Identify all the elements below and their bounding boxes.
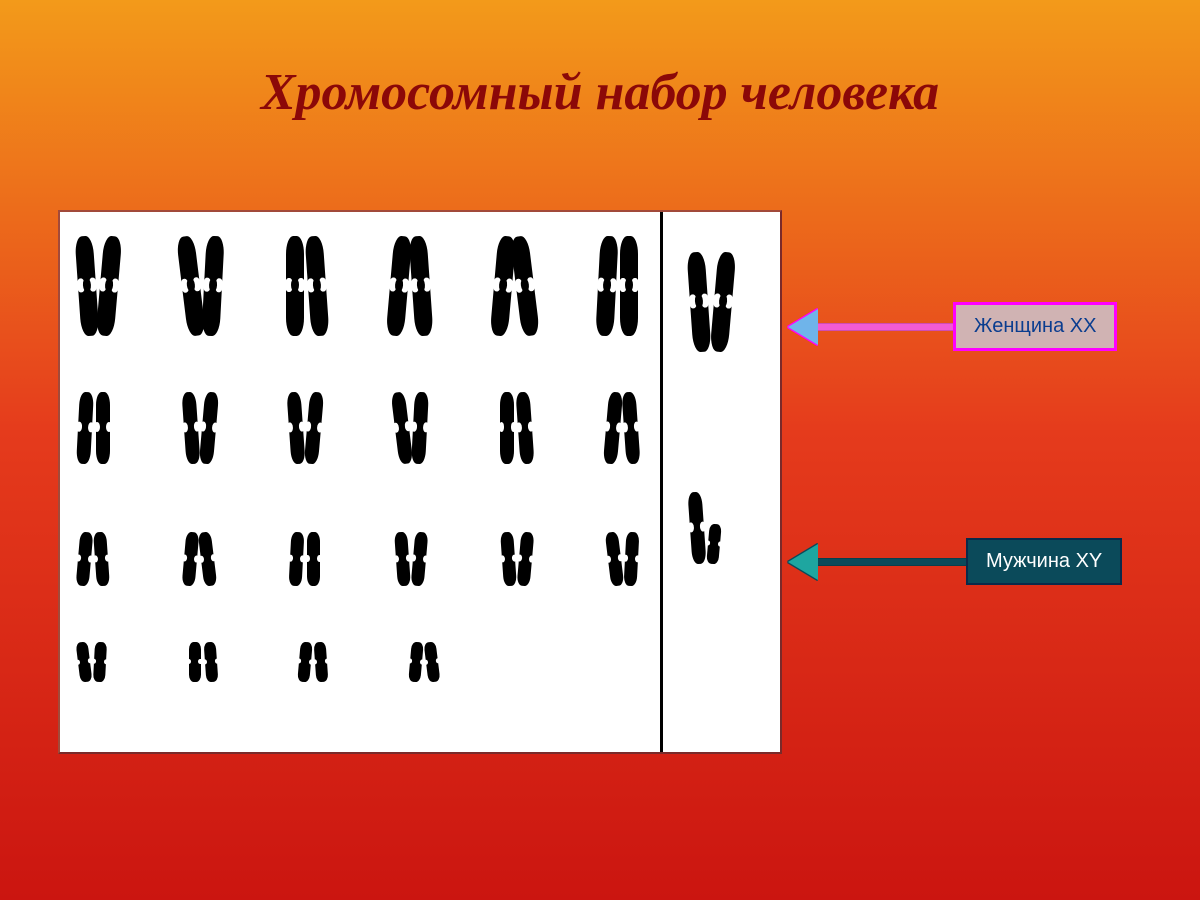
chromosome-icon	[624, 532, 640, 587]
chromosome-icon	[286, 236, 304, 336]
chromosome-pair	[502, 532, 532, 586]
chromosome-icon	[203, 642, 218, 683]
sex-chromosomes-xx	[690, 252, 732, 352]
chromosome-icon	[620, 236, 638, 336]
chromosome-pair	[182, 236, 222, 336]
chromosome-icon	[305, 235, 330, 336]
chromosome-pair	[286, 236, 326, 336]
chromosome-pair	[78, 392, 110, 464]
chromosome-icon	[181, 392, 200, 465]
callout-female: Женщина XX	[788, 302, 1117, 351]
chromosome-icon	[687, 251, 712, 352]
autosome-row	[78, 642, 438, 682]
sex-panel-divider	[660, 212, 663, 752]
chromosome-pair	[78, 532, 108, 586]
chromosome-icon	[424, 641, 441, 682]
chromosome-icon	[96, 392, 110, 464]
chromosome-icon	[198, 392, 218, 465]
sex-chromosomes-xy	[690, 492, 720, 564]
chromosome-icon	[390, 391, 413, 464]
arrow-head-icon	[788, 309, 818, 345]
chromosome-icon	[688, 492, 707, 565]
slide-title: Хромосомный набор человека	[0, 63, 1200, 122]
chromosome-pair	[608, 532, 638, 586]
chromosome-icon	[314, 642, 329, 683]
chromosome-icon	[96, 235, 123, 336]
label-male: Мужчина XY	[966, 538, 1122, 585]
chromosome-pair	[410, 642, 438, 682]
chromosome-icon	[411, 392, 429, 465]
slide: Хромосомный набор человека Женщина XX Му…	[0, 0, 1200, 900]
chromosome-icon	[386, 235, 413, 336]
chromosome-icon	[500, 392, 514, 464]
chromosome-icon	[603, 392, 623, 465]
chromosome-pair	[395, 392, 427, 464]
chromosome-icon	[189, 642, 201, 682]
chromosome-icon	[411, 532, 429, 587]
chromosome-pair	[290, 532, 320, 586]
chromosome-icon	[198, 531, 217, 586]
chromosome-pair	[299, 642, 327, 682]
chromosome-icon	[93, 642, 107, 683]
arrow-head-icon	[788, 544, 818, 580]
chromosome-icon	[394, 532, 411, 587]
chromosome-pair	[500, 392, 532, 464]
chromosome-pair	[184, 392, 216, 464]
karyotype-panel	[58, 210, 782, 754]
chromosome-icon	[516, 392, 535, 465]
chromosome-icon	[298, 642, 313, 683]
chromosome-icon	[595, 236, 618, 337]
chromosome-icon	[500, 532, 517, 587]
arrow-shaft	[818, 558, 966, 566]
chromosome-icon	[304, 392, 324, 465]
chromosome-icon	[76, 532, 94, 587]
arrow-shaft	[818, 323, 953, 331]
chromosome-icon	[76, 392, 94, 465]
chromosome-icon	[408, 642, 423, 683]
chromosome-icon	[287, 392, 306, 465]
chromosome-pair	[189, 642, 217, 682]
chromosome-icon	[76, 641, 93, 682]
chromosome-icon	[706, 524, 721, 565]
autosome-row	[78, 236, 638, 336]
chromosome-icon	[289, 532, 305, 587]
chromosome-icon	[201, 236, 224, 337]
autosome-row	[78, 392, 638, 464]
chromosome-pair	[78, 236, 118, 336]
chromosome-icon	[93, 532, 110, 587]
label-female: Женщина XX	[953, 302, 1117, 351]
chromosome-icon	[605, 531, 624, 586]
chromosome-icon	[510, 235, 540, 336]
chromosome-icon	[710, 251, 737, 352]
chromosome-pair	[606, 392, 638, 464]
chromosome-pair	[598, 236, 638, 336]
chromosome-icon	[517, 532, 535, 587]
callout-male: Мужчина XY	[788, 538, 1122, 585]
chromosome-pair	[184, 532, 214, 586]
chromosome-pair	[396, 532, 426, 586]
chromosome-pair	[494, 236, 534, 336]
chromosome-icon	[621, 392, 640, 465]
autosome-row	[78, 532, 638, 586]
chromosome-pair	[78, 642, 106, 682]
chromosome-icon	[75, 235, 100, 336]
chromosome-icon	[409, 235, 434, 336]
chromosome-pair	[289, 392, 321, 464]
chromosome-icon	[307, 532, 320, 586]
chromosome-icon	[182, 532, 200, 587]
chromosome-pair	[390, 236, 430, 336]
